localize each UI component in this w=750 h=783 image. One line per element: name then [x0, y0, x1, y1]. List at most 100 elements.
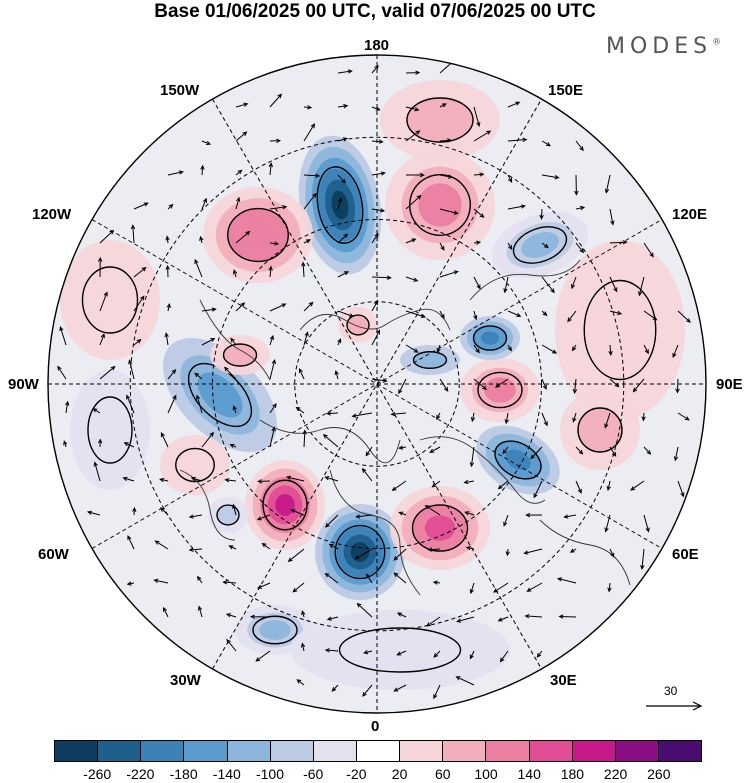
wind-vector [473, 378, 487, 390]
wind-vector-head [380, 171, 386, 176]
anomaly-contour [346, 314, 370, 336]
wind-vector-head [337, 338, 342, 344]
lon-label-30w: 30W [170, 672, 201, 689]
colorbar-tick-label: 60 [435, 766, 451, 782]
coastline [419, 436, 546, 504]
wind-vector-head [257, 479, 263, 484]
wind-vector-head [341, 178, 347, 184]
wind-vector-head [505, 551, 510, 557]
wind-vector [473, 208, 484, 218]
wind-vector-head [211, 307, 217, 312]
wind-vector-head [413, 348, 419, 353]
wind-vector-head [414, 107, 420, 112]
wind-vector [630, 480, 645, 491]
wind-vector-head [206, 140, 212, 145]
wind-vector-head [256, 516, 262, 521]
wind-vector [498, 480, 509, 489]
wind-vector [609, 378, 619, 387]
wind-vector [504, 276, 509, 293]
colorbar [54, 740, 702, 762]
wind-vector-head [224, 477, 230, 483]
wind-vector-head [613, 287, 618, 293]
colorbar-tick-label: 140 [517, 766, 541, 782]
wind-vector [123, 477, 135, 482]
wind-vector [269, 335, 274, 346]
wind-vector-head [243, 102, 249, 107]
wind-vector-head [556, 577, 563, 582]
wind-vector-head [413, 277, 419, 282]
wind-vector [303, 106, 312, 109]
wind-vector-head [476, 284, 481, 290]
wind-vector [235, 197, 240, 210]
colorbar-swatch [486, 741, 530, 761]
wind-vector-head [393, 556, 399, 561]
wind-vector-head [524, 613, 530, 619]
anomaly-contour [484, 377, 516, 403]
wind-vector [362, 684, 373, 697]
wind-vector [257, 514, 271, 520]
wind-vector-head [419, 172, 425, 178]
wind-vector-head [110, 365, 116, 371]
wind-vector-head [610, 220, 615, 226]
wind-vector-head [57, 365, 62, 371]
wind-vector-head [652, 315, 658, 321]
wind-vector-head [610, 552, 615, 558]
wind-vector-head [229, 443, 235, 448]
modes-logo: MODES® [606, 34, 722, 59]
wind-vector [604, 412, 611, 428]
wind-vector-head [649, 252, 654, 258]
wind-vector-head [398, 445, 404, 450]
wind-vector-head [255, 657, 261, 662]
wind-vector [469, 650, 475, 659]
wind-vector-head [295, 406, 301, 412]
height-contour-line [252, 615, 298, 645]
wind-vector [633, 378, 645, 392]
wind-vector [235, 103, 248, 108]
wind-vector-head [165, 264, 170, 270]
wind-vector [194, 259, 203, 278]
wind-vector-head [580, 205, 586, 211]
wind-vector-head [343, 233, 349, 239]
wind-vector [229, 545, 237, 550]
wind-vector-head [271, 358, 276, 365]
wind-vector-head [411, 238, 417, 243]
wind-vector [371, 301, 378, 312]
wind-vector [292, 582, 305, 593]
wind-vector-head [446, 138, 453, 143]
wind-vector-head [100, 333, 105, 339]
wind-vector-head [304, 331, 309, 337]
wind-vector-head [292, 587, 298, 593]
wind-vector-head [277, 93, 283, 99]
wind-vector-head [427, 547, 433, 552]
wind-vector-head [334, 369, 339, 376]
height-contour-line [472, 325, 508, 351]
wind-vector-head [456, 618, 462, 623]
wind-vector-head [222, 580, 228, 585]
wind-vector [201, 198, 207, 210]
wind-vector [609, 241, 627, 244]
wind-vector [262, 543, 271, 550]
wind-vector [303, 302, 314, 312]
wind-vector-head [325, 522, 330, 528]
wind-vector [99, 366, 116, 380]
wind-vector [425, 505, 441, 516]
wind-vector-head [160, 432, 165, 438]
wind-vector [507, 242, 513, 250]
wind-vector [167, 171, 183, 176]
anomaly-contour [521, 232, 559, 258]
wind-vector [676, 378, 679, 393]
wind-vector-head [202, 197, 207, 203]
wind-vector [189, 514, 203, 518]
wind-vector-head [328, 543, 334, 548]
wind-vector [224, 367, 237, 380]
height-contour-line [87, 396, 133, 464]
wind-vector [530, 446, 543, 459]
anomaly-contour [70, 370, 150, 490]
anomaly-contour [583, 279, 657, 381]
coastline [329, 469, 421, 596]
wind-vector [225, 479, 237, 482]
wind-vector-head [305, 239, 311, 244]
colorbar-tick-label: -20 [346, 766, 367, 782]
wind-vector [541, 242, 549, 248]
wind-vector-head [232, 503, 237, 509]
